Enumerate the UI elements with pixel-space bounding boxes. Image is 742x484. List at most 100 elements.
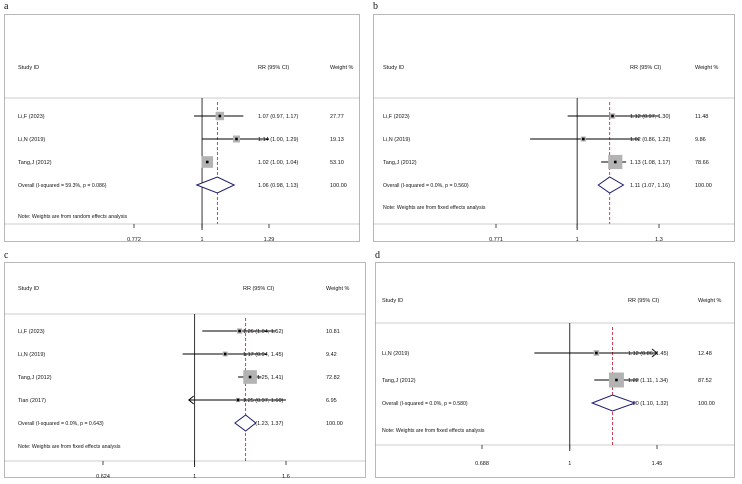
panel-a-overall-rr-text: 1.06 (0.98, 1.13): [258, 183, 299, 189]
panel-c-header-weight: Weight %: [326, 286, 350, 292]
panel-b-x-tick-label-1: 0.771: [489, 237, 503, 243]
panel-b-study-2-point-estimate: [582, 137, 585, 141]
panel-c-study-2-point-estimate: [223, 352, 227, 356]
panel-c-study-4-weight-text: 6.95: [326, 398, 337, 404]
panel-a-overall-label: Overall (I-squared = 59.3%, p = 0.086): [18, 183, 107, 189]
panel-a-study-3-weight-text: 53.10: [330, 160, 344, 166]
panel-b-study-2-weight-text: 9.86: [695, 137, 706, 143]
panel-d-study-1-rr-text: 1.12 (0.86, 1.45): [628, 351, 669, 357]
panel-d-x-tick-label-3: 1.45: [652, 461, 663, 467]
panel-c-study-3-point-estimate: [248, 375, 252, 379]
panel-letter-a: a: [4, 1, 9, 12]
panel-a-study-2-weight-text: 19.13: [330, 137, 344, 143]
panel-a-overall-diamond: [195, 176, 236, 194]
panel-a-x-tick-label-3: 1.29: [264, 237, 275, 243]
panel-c-study-1-weight-text: 10.81: [326, 329, 340, 335]
panel-b-header-study-id: Study ID: [383, 65, 404, 71]
panel-c-study-3-rr-text: 1.33 (1.25, 1.41): [243, 375, 284, 381]
panel-b-overall-rr-text: 1.11 (1.07, 1.16): [630, 183, 670, 189]
panel-d-study-1-point-estimate: [595, 351, 598, 355]
panel-d-x-tick-label-2: 1: [568, 461, 571, 467]
panel-a-x-tick-label-1: 0.772: [127, 237, 141, 243]
panel-b-study-1-rr-text: 1.12 (0.97, 1.30): [630, 114, 671, 120]
panel-d-note: Note: Weights are from fixed effects ana…: [382, 428, 485, 434]
panel-c-x-tick-label-3: 1.6: [282, 474, 290, 480]
panel-c-study-4-label: Tian (2017): [18, 398, 46, 404]
panel-a-study-3-point-estimate: [205, 160, 209, 164]
panel-b-overall-diamond: [597, 176, 625, 194]
panel-c-header-study-id: Study ID: [18, 286, 39, 292]
panel-c-study-4-rr-text: 1.25 (0.97, 1.60): [243, 398, 284, 404]
panel-d-study-2-label: Tang,J (2012): [382, 378, 416, 384]
panel-a-header-rr: RR (95% CI): [258, 65, 289, 71]
panel-c-header-rr: RR (95% CI): [243, 286, 274, 292]
panel-c-study-3-weight-text: 72.82: [326, 375, 340, 381]
panel-a-header-study-id: Study ID: [18, 65, 39, 71]
panel-d-overall-diamond: [590, 394, 637, 412]
forest-plot-panel-c: [4, 262, 366, 478]
panel-letter-d: d: [375, 250, 380, 261]
panel-c-note: Note: Weights are from fixed effects ana…: [18, 444, 121, 450]
panel-c-study-1-rr-text: 1.26 (1.04, 1.52): [243, 329, 284, 335]
panel-c-overall-weight-text: 100.00: [326, 421, 343, 427]
panel-c-x-tick-label-1: 0.624: [96, 474, 110, 480]
panel-c-study-4-ci-arrow-left: [188, 395, 195, 405]
panel-b-header-rr: RR (95% CI): [630, 65, 661, 71]
panel-a-header-weight: Weight %: [330, 65, 354, 71]
panel-b-study-3-point-estimate: [613, 160, 617, 164]
panel-b-study-3-rr-text: 1.13 (1.08, 1.17): [630, 160, 671, 166]
panel-c-study-2-weight-text: 9.42: [326, 352, 337, 358]
panel-d-study-1-label: Li,N (2019): [382, 351, 409, 357]
panel-c-study-1-point-estimate: [238, 329, 241, 333]
panel-a-study-1-weight-text: 27.77: [330, 114, 344, 120]
panel-b-study-1-label: Li,F (2023): [383, 114, 410, 120]
panel-c-study-4-point-estimate: [236, 398, 240, 402]
panel-d-header-rr: RR (95% CI): [628, 298, 659, 304]
panel-d-x-tick-label-1: 0.688: [475, 461, 489, 467]
panel-d-study-2-rr-text: 1.22 (1.11, 1.34): [628, 378, 668, 384]
panel-d-study-1-weight-text: 12.48: [698, 351, 712, 357]
panel-c-overall-diamond: [234, 414, 257, 432]
forest-plot-panel-b: [373, 14, 735, 242]
forest-plot-panel-d: [375, 262, 735, 478]
panel-letter-c: c: [4, 250, 9, 261]
panel-b-overall-weight-text: 100.00: [695, 183, 712, 189]
panel-a-study-2-rr-text: 1.14 (1.00, 1.29): [258, 137, 299, 143]
panel-d-overall-weight-text: 100.00: [698, 401, 715, 407]
panel-d-study-2-point-estimate: [615, 378, 618, 382]
panel-c-overall-rr-text: 1.30 (1.23, 1.37): [243, 421, 284, 427]
panel-c-study-2-rr-text: 1.17 (0.94, 1.45): [243, 352, 284, 358]
panel-d-overall-label: Overall (I-squared = 0.0%, p = 0.580): [382, 401, 468, 407]
panel-a-study-2-point-estimate: [235, 137, 238, 141]
panel-c-overall-label: Overall (I-squared = 0.0%, p = 0.643): [18, 421, 104, 427]
forest-plot-panel-a: [4, 14, 360, 242]
panel-a-note: Note: Weights are from random effects an…: [18, 214, 127, 220]
panel-b-study-1-weight-text: 11.48: [695, 114, 708, 120]
panel-b-overall-label: Overall (I-squared = 0.0%, p = 0.560): [383, 183, 469, 189]
panel-c-x-tick-label-2: 1: [193, 474, 196, 480]
panel-b-study-2-label: Li,N (2019): [383, 137, 410, 143]
panel-b-x-tick-label-2: 1: [576, 237, 579, 243]
panel-a-study-1-rr-text: 1.07 (0.97, 1.17): [258, 114, 299, 120]
panel-a-study-2-label: Li,N (2019): [18, 137, 45, 143]
panel-d-header-weight: Weight %: [698, 298, 722, 304]
panel-b-study-1-point-estimate: [611, 114, 614, 118]
panel-b-study-3-weight-text: 78.66: [695, 160, 709, 166]
panel-c-study-2-label: Li,N (2019): [18, 352, 45, 358]
panel-a-overall-weight-text: 100.00: [330, 183, 347, 189]
panel-d-overall-rr-text: 1.20 (1.10, 1.32): [628, 401, 669, 407]
panel-c-study-1-label: Li,F (2023): [18, 329, 45, 335]
panel-b-note: Note: Weights are from fixed effects ana…: [383, 205, 486, 211]
panel-d-study-2-weight-text: 87.52: [698, 378, 712, 384]
panel-a-study-1-point-estimate: [218, 114, 222, 118]
panel-b-header-weight: Weight %: [695, 65, 719, 71]
panel-a-study-3-rr-text: 1.02 (1.00, 1.04): [258, 160, 299, 166]
panel-a-x-tick-label-2: 1: [201, 237, 204, 243]
panel-d-study-1-ci-arrow-right: [651, 348, 658, 358]
panel-a-study-3-label: Tang,J (2012): [18, 160, 52, 166]
panel-b-study-3-label: Tang,J (2012): [383, 160, 417, 166]
panel-d-header-study-id: Study ID: [382, 298, 403, 304]
panel-a-study-1-label: Li,F (2023): [18, 114, 45, 120]
panel-c-study-3-label: Tang,J (2012): [18, 375, 52, 381]
